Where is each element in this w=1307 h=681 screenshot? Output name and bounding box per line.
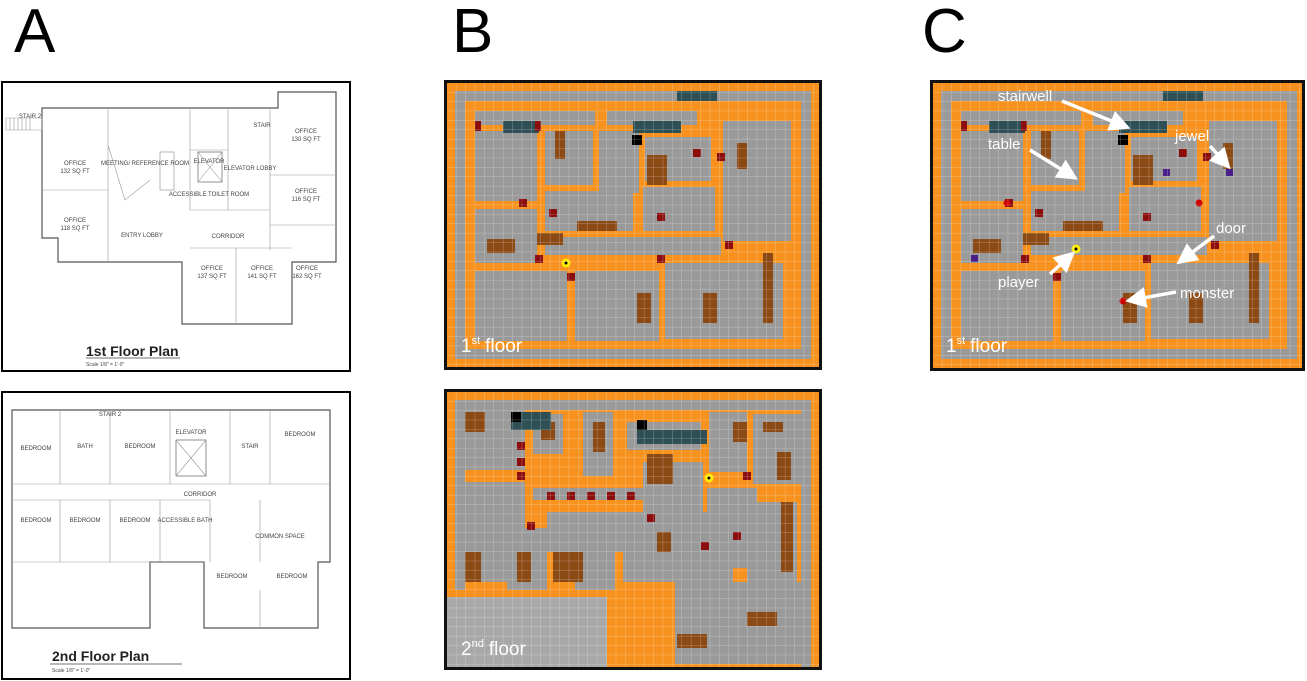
room-label: STAIR [253,123,271,129]
room-label: BEDROOM [284,432,315,438]
room-label: CORRIDOR [212,234,245,240]
floor-label: 2nd floor [461,638,526,660]
room-label: BEDROOM [20,446,51,452]
grid-map [444,389,822,670]
room-label: STAIR 2 [99,412,122,418]
grid-maps [444,80,1305,670]
room-label: COMMON SPACE [255,534,305,540]
grid-map [444,80,822,370]
room-label: 116 SQ FT [292,197,321,203]
room-label: CORRIDOR [184,492,217,498]
floor-plan-1: OFFICE 132 SQ FT OFFICE 118 SQ FT MEETING/ R… [1,81,351,372]
plan-title: 1st Floor Plan [86,343,179,359]
room-label: BEDROOM [119,518,150,524]
panel-label: B [452,0,493,66]
annotation: monster [1180,285,1234,302]
room-label: BEDROOM [276,574,307,580]
annotation: door [1216,220,1246,237]
room-label: ELEVATOR [193,159,225,165]
grid-overlay [933,83,1302,368]
annotations [1029,99,1231,308]
panel-label: A [14,0,56,66]
room-label: 118 SQ FT [61,226,90,232]
room-label: ACCESSIBLE BATH [158,518,213,524]
room-label: 162 SQ FT [292,274,322,280]
room-label: OFFICE [296,266,318,272]
room-label: MEETING/ REFERENCE ROOM [101,161,189,167]
room-label: OFFICE [201,266,223,272]
room-label: BATH [77,444,93,450]
annotation: player [998,274,1039,291]
room-label: BEDROOM [124,444,155,450]
floor-label: 1st floor [461,335,523,357]
annotation: table [988,136,1021,153]
floor-plan-2: BEDROOM BATH BEDROOM ELEVATOR STAIR BEDROOM CO… [1,391,351,680]
room-label: OFFICE [295,129,317,135]
room-label: OFFICE [64,161,86,167]
grid-map [930,80,1305,371]
annotation: stairwell [998,88,1052,105]
plan-title: 2nd Floor Plan [52,648,149,664]
grid-overlay [447,83,819,367]
plan-scale: Scale 1/8" = 1'-0" [86,362,125,368]
room-label: OFFICE [295,189,317,195]
room-label: BEDROOM [216,574,247,580]
annotation: jewel [1174,128,1209,145]
floor-label: 1st floor [946,335,1008,357]
room-label: 132 SQ FT [60,169,90,175]
plan-scale: Scale 1/8" = 1'-0" [52,668,91,674]
room-label: 130 SQ FT [291,137,321,143]
room-label: BEDROOM [20,518,51,524]
grid-overlay [447,392,819,667]
room-label: 137 SQ FT [197,274,227,280]
room-label: ELEVATOR [175,430,207,436]
room-label: ENTRY LOBBY [121,233,163,239]
room-label: STAIR [241,444,259,450]
room-label: 141 SQ FT [247,274,277,280]
panel-label: C [922,0,967,66]
room-label: OFFICE [251,266,273,272]
room-label: ELEVATOR LOBBY [224,166,277,172]
room-label: STAIR 2 [19,114,42,120]
room-label: OFFICE [64,218,86,224]
room-label: ACCESSIBLE TOILET ROOM [169,192,249,198]
room-label: BEDROOM [69,518,100,524]
